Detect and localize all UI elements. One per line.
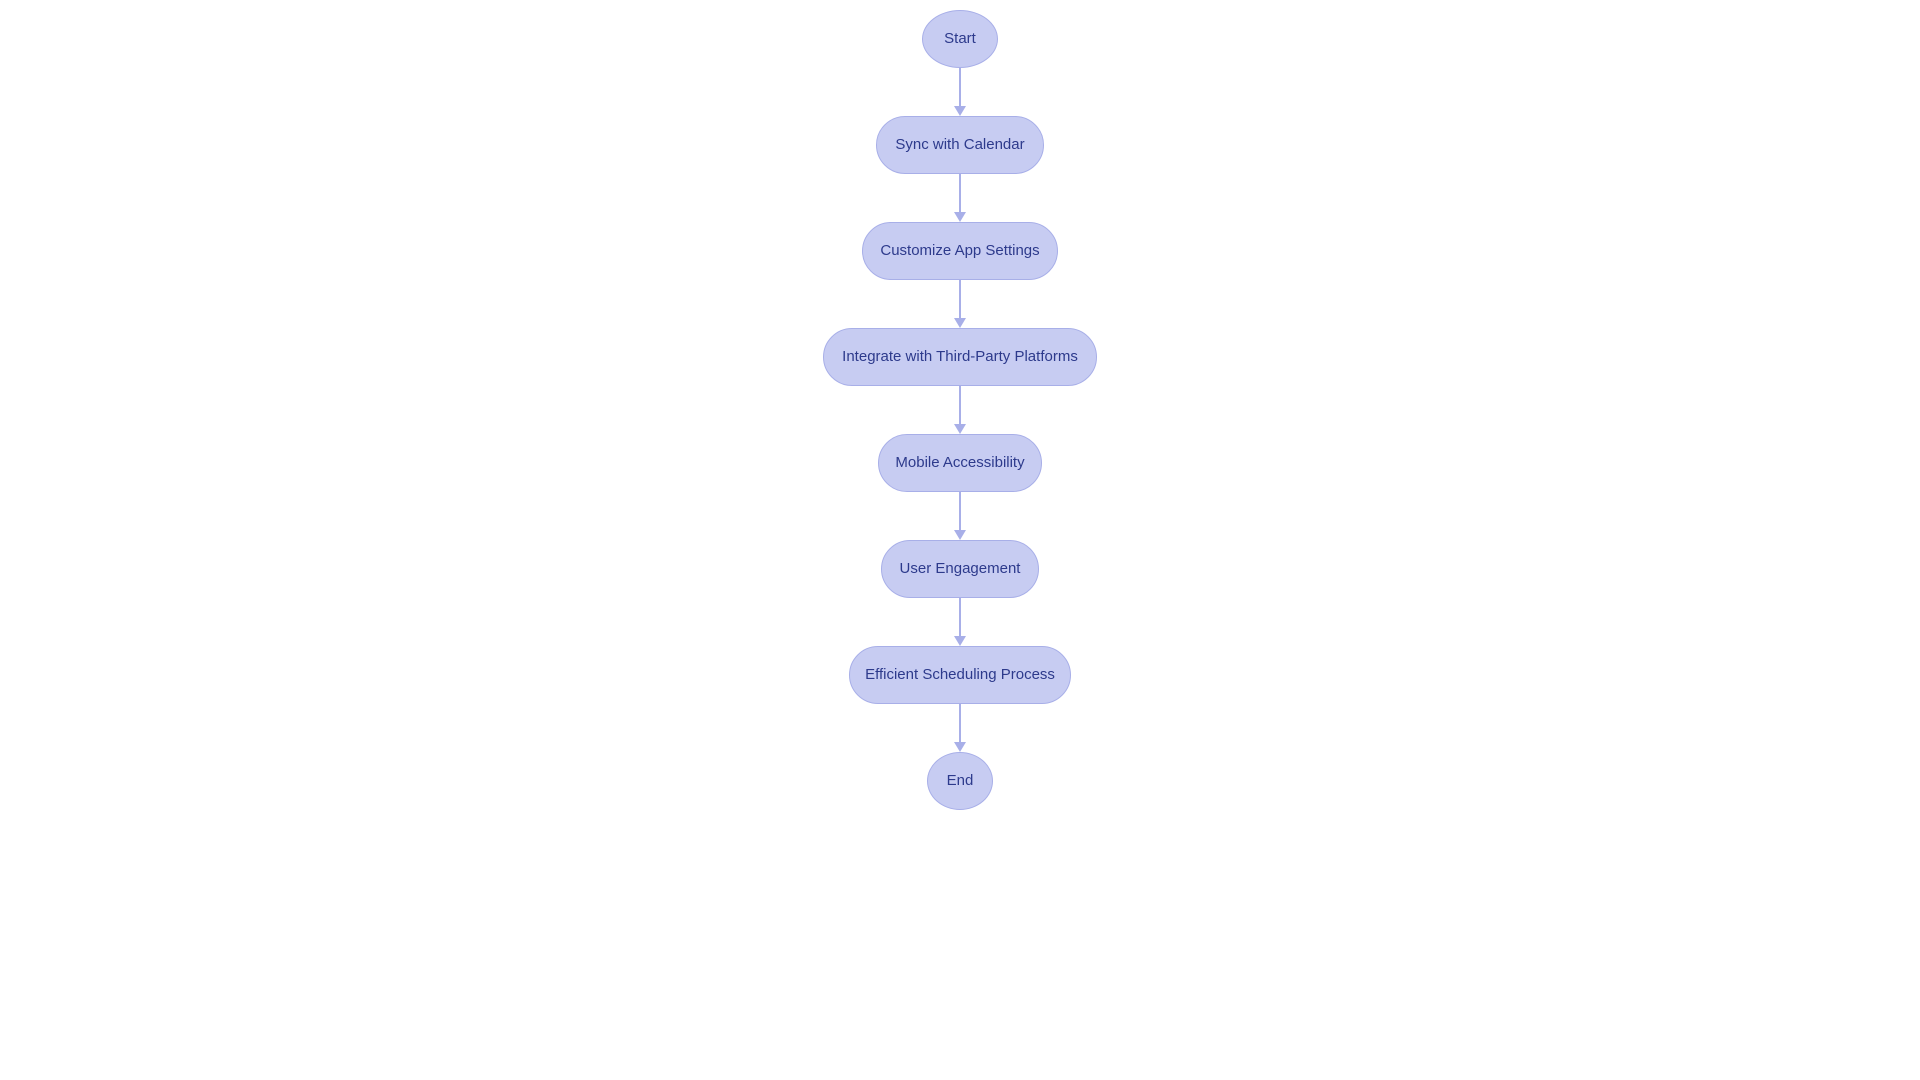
node-label: Integrate with Third-Party Platforms	[842, 347, 1078, 367]
node-engagement: User Engagement	[881, 540, 1039, 598]
node-customize: Customize App Settings	[862, 222, 1058, 280]
arrow-line	[959, 280, 961, 318]
arrow-line	[959, 598, 961, 636]
node-label: Mobile Accessibility	[895, 453, 1024, 473]
arrow-head	[954, 318, 966, 328]
arrow-icon	[954, 492, 966, 540]
arrow-line	[959, 704, 961, 742]
node-label: Efficient Scheduling Process	[865, 665, 1055, 685]
arrow-head	[954, 424, 966, 434]
arrow-icon	[954, 68, 966, 116]
arrow-icon	[954, 174, 966, 222]
node-label: Start	[944, 29, 976, 49]
node-integrate: Integrate with Third-Party Platforms	[823, 328, 1097, 386]
arrow-head	[954, 742, 966, 752]
arrow-head	[954, 636, 966, 646]
arrow-line	[959, 174, 961, 212]
node-sync: Sync with Calendar	[876, 116, 1044, 174]
node-label: Customize App Settings	[880, 241, 1039, 261]
node-label: End	[947, 771, 974, 791]
node-label: User Engagement	[900, 559, 1021, 579]
node-end: End	[927, 752, 993, 810]
node-start: Start	[922, 10, 998, 68]
arrow-icon	[954, 704, 966, 752]
flowchart-container: Start Sync with Calendar Customize App S…	[823, 10, 1097, 810]
arrow-line	[959, 492, 961, 530]
arrow-icon	[954, 386, 966, 434]
arrow-icon	[954, 598, 966, 646]
node-label: Sync with Calendar	[895, 135, 1024, 155]
arrow-line	[959, 68, 961, 106]
arrow-icon	[954, 280, 966, 328]
arrow-head	[954, 530, 966, 540]
node-scheduling: Efficient Scheduling Process	[849, 646, 1071, 704]
arrow-line	[959, 386, 961, 424]
arrow-head	[954, 212, 966, 222]
arrow-head	[954, 106, 966, 116]
node-mobile: Mobile Accessibility	[878, 434, 1042, 492]
